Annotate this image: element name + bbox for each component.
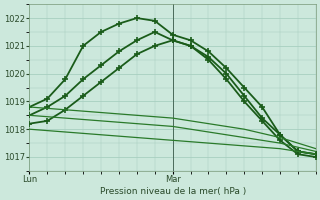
X-axis label: Pression niveau de la mer( hPa ): Pression niveau de la mer( hPa ) <box>100 187 246 196</box>
